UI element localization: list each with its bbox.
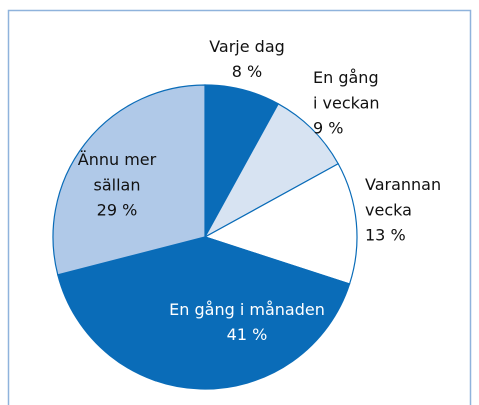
slice-label: Varje dag — [209, 37, 285, 56]
slice-label: En gång i månaden — [169, 300, 325, 319]
pie — [52, 84, 358, 390]
value-label: 9 % — [313, 119, 343, 138]
value-label: 29 % — [97, 201, 138, 220]
slice-label: Varannan vecka — [365, 175, 441, 220]
labels: Varje dag 8 % En gång i veckan 9 % Varannan ve… — [78, 37, 441, 345]
slice-label: Ännu mer sällan — [78, 150, 157, 195]
slice-label: En gång i veckan — [313, 68, 380, 113]
value-label: 8 % — [232, 62, 262, 81]
pie-slice — [57, 236, 351, 390]
pie-slice — [52, 84, 206, 276]
value-label: 13 % — [365, 226, 406, 245]
pie-slice — [203, 102, 340, 239]
value-label: 41 % — [227, 325, 268, 344]
pie-slice — [203, 162, 358, 285]
